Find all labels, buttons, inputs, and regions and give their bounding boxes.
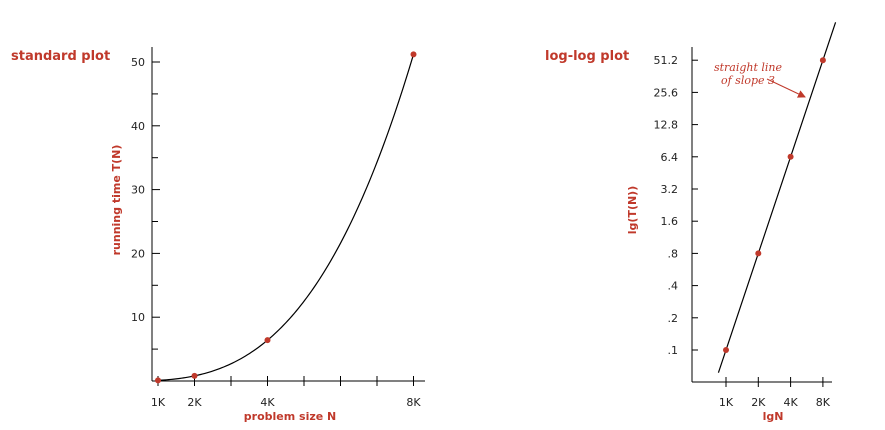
loglog-y-tick-label: .2 [668,312,679,325]
standard-plot-title: standard plot [11,49,110,64]
standard-x-tick-label: 1K [151,396,166,409]
loglog-y-tick-label: .8 [668,247,679,260]
loglog-x-tick-label: 2K [751,396,766,409]
loglog-plot-y-label: lg(T(N)) [626,186,639,234]
loglog-x-tick-label: 8K [816,396,831,409]
loglog-y-tick-label: 12.8 [654,119,679,132]
standard-y-tick-label: 20 [131,247,145,260]
loglog-data-point [755,250,762,257]
annotation-arrow [766,78,806,98]
loglog-plot-title: log-log plot [545,49,629,64]
loglog-data-point [723,347,729,353]
standard-plot: 10 20 30 40 50 1K 2K 4K 8K [131,47,425,409]
standard-x-tick-label: 4K [260,396,275,409]
standard-data-point [410,51,417,58]
standard-y-tick-label: 30 [131,184,145,197]
loglog-data-point [819,57,826,64]
loglog-y-tick-label: 25.6 [654,86,679,99]
annotation-line-1: straight line [714,61,783,74]
loglog-data-point [787,153,794,160]
standard-plot-y-label: running time T(N) [110,145,123,256]
loglog-plot: .1 .2 .4 .8 1.6 3.2 6.4 12.8 25.6 51.2 1K 2K 4K 8K [654,22,837,409]
standard-y-tick-label: 50 [131,56,145,69]
loglog-y-tick-label: 6.4 [661,151,679,164]
standard-data-point [264,337,271,344]
standard-y-tick-label: 10 [131,311,145,324]
loglog-y-tick-label: .1 [668,344,679,357]
loglog-x-tick-label: 4K [783,396,798,409]
loglog-y-tick-label: 1.6 [661,215,679,228]
standard-plot-x-label: problem size N [244,410,336,423]
loglog-fit-line [717,22,837,373]
loglog-y-tick-label: .4 [668,280,679,293]
annotation-line-2: of slope 3 [721,74,775,87]
standard-x-tick-label: 8K [406,396,421,409]
standard-y-tick-label: 40 [131,120,145,133]
loglog-y-tick-label: 3.2 [661,183,679,196]
loglog-x-tick-label: 1K [719,396,734,409]
standard-curve [157,54,415,381]
loglog-plot-x-label: lgN [763,410,784,423]
loglog-y-tick-label: 51.2 [654,54,679,67]
standard-data-point [191,372,198,379]
standard-data-point [155,377,161,384]
standard-x-tick-label: 2K [187,396,202,409]
